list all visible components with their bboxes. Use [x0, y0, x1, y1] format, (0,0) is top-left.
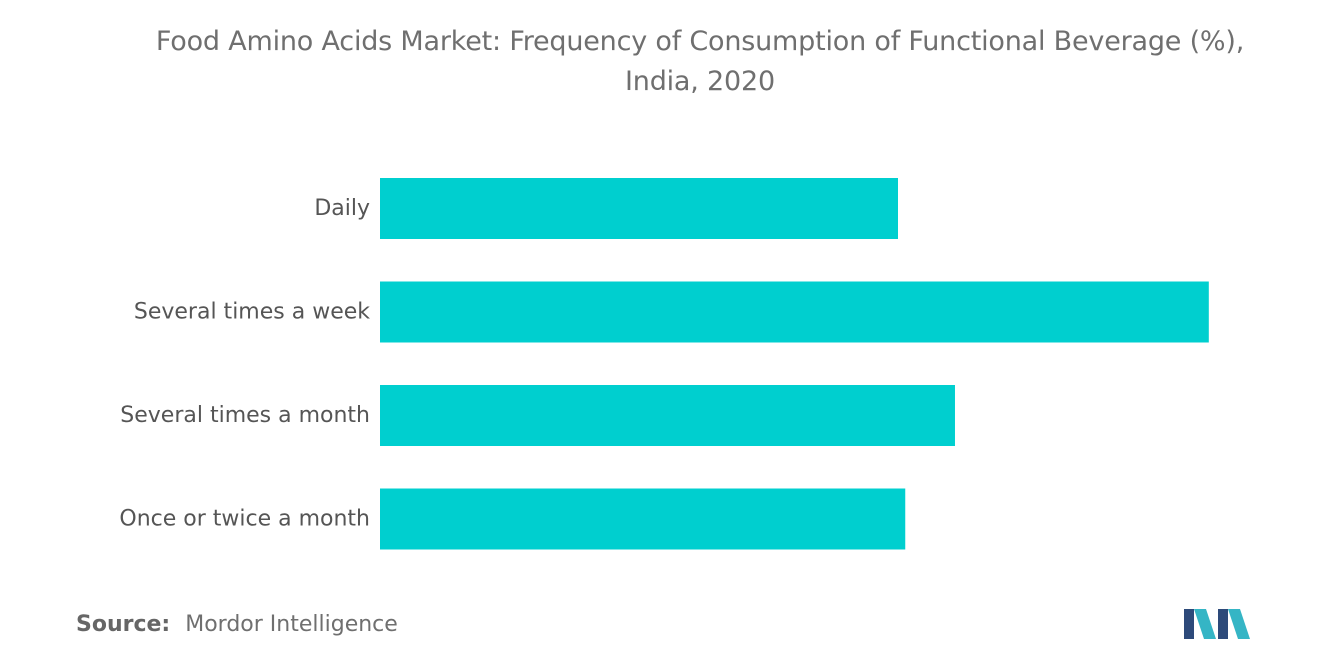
mordor-intelligence-logo-icon	[1184, 609, 1250, 639]
bar-several-times-a-month	[380, 385, 955, 446]
bar-daily	[380, 178, 898, 239]
chart-title-line2: India, 2020	[625, 66, 775, 97]
source-label: Source:	[76, 612, 171, 637]
bar-chart: Daily Several times a week Several times a…	[119, 178, 1209, 550]
source-footer: Source: Mordor Intelligence	[76, 612, 398, 637]
source-value: Mordor Intelligence	[185, 612, 398, 637]
category-label: Several times a month	[120, 403, 370, 428]
category-label: Several times a week	[134, 300, 370, 325]
category-label: Daily	[314, 196, 370, 221]
bar-once-or-twice-a-month	[380, 488, 906, 550]
category-label: Once or twice a month	[119, 507, 370, 532]
bar-several-times-a-week	[380, 281, 1209, 343]
chart-title-line1: Food Amino Acids Market: Frequency of Co…	[155, 26, 1245, 57]
